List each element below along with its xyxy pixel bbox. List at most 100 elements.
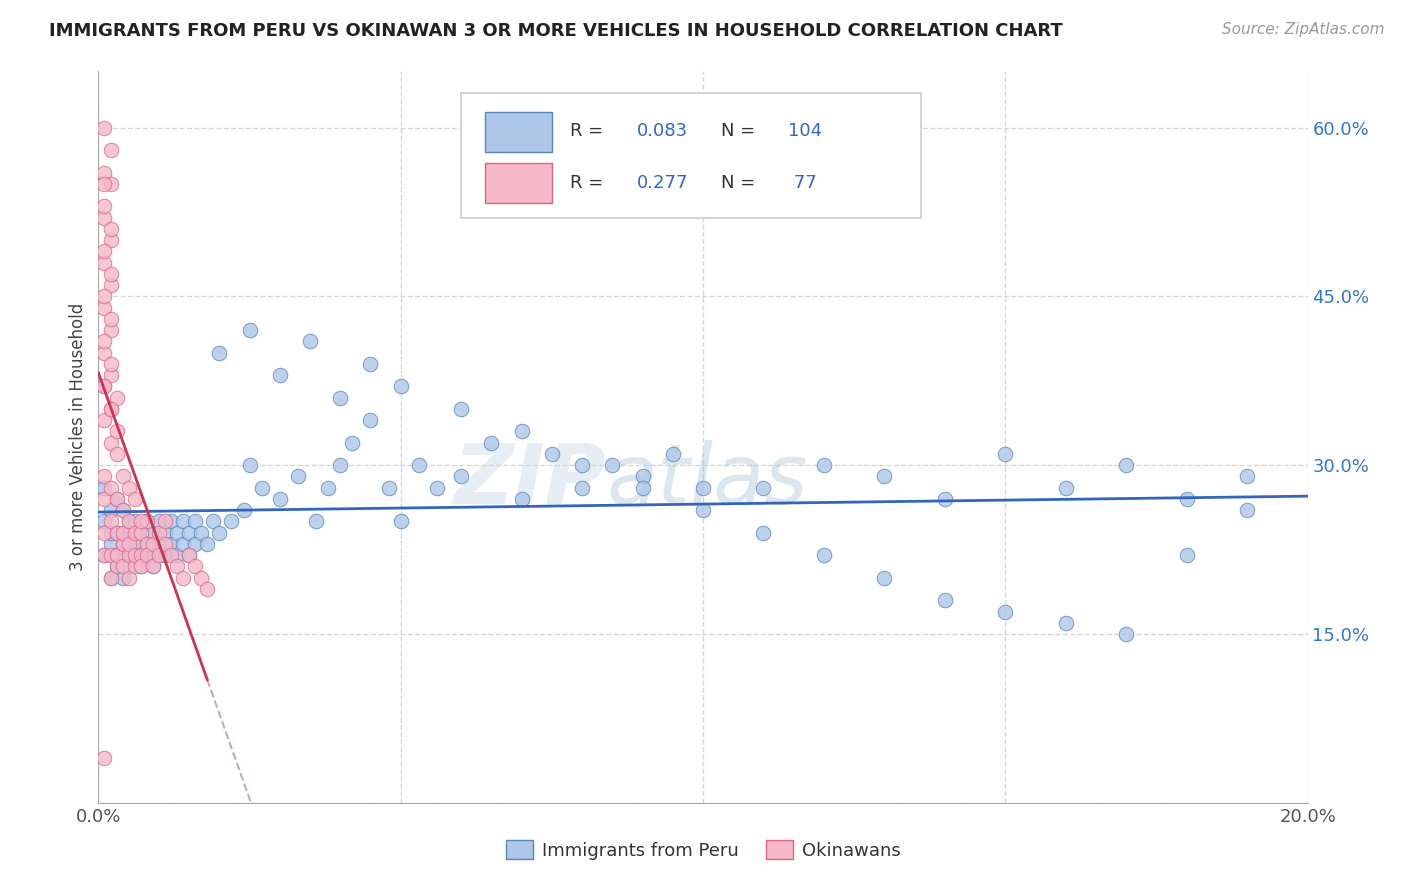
Point (813, 458, 835, 473)
Point (153, 537, 176, 551)
Point (873, 469, 896, 483)
FancyBboxPatch shape (485, 112, 551, 152)
Point (389, 379, 412, 393)
Point (129, 548, 152, 562)
Point (118, 481, 141, 495)
Point (105, 548, 128, 562)
Point (93, 515, 115, 529)
Point (329, 458, 352, 473)
FancyBboxPatch shape (461, 94, 921, 218)
Point (100, 537, 122, 551)
Text: 0.083: 0.083 (637, 122, 688, 140)
Point (1054, 615, 1077, 630)
Point (105, 491, 128, 506)
Point (100, 571, 122, 585)
Point (105, 548, 128, 562)
Point (135, 515, 157, 529)
Point (631, 469, 654, 483)
Point (135, 537, 157, 551)
Point (111, 571, 134, 585)
Point (135, 537, 157, 551)
Point (934, 491, 956, 506)
Point (287, 469, 309, 483)
Point (100, 323, 122, 337)
Point (202, 515, 225, 529)
Point (571, 458, 593, 473)
Point (195, 582, 218, 596)
Point (571, 481, 593, 495)
Point (93, 255, 115, 269)
Point (124, 515, 146, 529)
Point (994, 447, 1017, 461)
Point (540, 447, 562, 461)
Point (135, 548, 157, 562)
Point (100, 401, 122, 416)
Point (661, 447, 683, 461)
Point (93, 548, 115, 562)
Point (100, 401, 122, 416)
Point (1236, 503, 1258, 517)
Point (450, 401, 472, 416)
Point (360, 413, 382, 427)
Text: N =: N = (721, 174, 761, 192)
Point (250, 481, 273, 495)
Point (184, 559, 207, 574)
Point (100, 481, 122, 495)
Point (148, 548, 170, 562)
Point (118, 559, 141, 574)
Point (142, 559, 165, 574)
Point (129, 525, 152, 540)
Point (342, 435, 364, 450)
Point (299, 334, 322, 349)
Point (184, 515, 207, 529)
Point (111, 469, 134, 483)
Point (153, 525, 176, 540)
Point (329, 391, 352, 405)
Point (481, 435, 503, 450)
Point (129, 548, 152, 562)
Point (135, 515, 157, 529)
Point (93, 211, 115, 225)
Point (239, 323, 262, 337)
Point (190, 525, 212, 540)
Point (153, 548, 176, 562)
Point (100, 435, 122, 450)
Point (93, 120, 115, 135)
Point (105, 447, 128, 461)
Point (510, 425, 533, 439)
Point (142, 537, 165, 551)
Point (450, 469, 472, 483)
Point (221, 515, 243, 529)
Text: atlas: atlas (606, 441, 808, 522)
Point (93, 379, 115, 393)
Point (934, 593, 956, 607)
Point (1236, 469, 1258, 483)
Text: IMMIGRANTS FROM PERU VS OKINAWAN 3 OR MORE VEHICLES IN HOUSEHOLD CORRELATION CHA: IMMIGRANTS FROM PERU VS OKINAWAN 3 OR MO… (49, 22, 1063, 40)
Point (602, 458, 624, 473)
Point (166, 559, 188, 574)
Point (100, 571, 122, 585)
Point (153, 515, 176, 529)
Point (160, 515, 183, 529)
Point (1115, 458, 1137, 473)
Point (190, 571, 212, 585)
Point (118, 515, 141, 529)
Point (1175, 548, 1198, 562)
Point (631, 481, 654, 495)
Point (142, 559, 165, 574)
Point (100, 357, 122, 371)
Point (389, 515, 412, 529)
Point (105, 559, 128, 574)
Point (100, 278, 122, 293)
Point (124, 491, 146, 506)
Legend: Immigrants from Peru, Okinawans: Immigrants from Peru, Okinawans (498, 833, 908, 867)
Point (118, 515, 141, 529)
Point (93, 469, 115, 483)
Text: R =: R = (569, 122, 609, 140)
Point (93, 199, 115, 213)
Point (100, 143, 122, 157)
Point (111, 525, 134, 540)
Point (360, 357, 382, 371)
Point (93, 345, 115, 359)
Point (232, 503, 254, 517)
